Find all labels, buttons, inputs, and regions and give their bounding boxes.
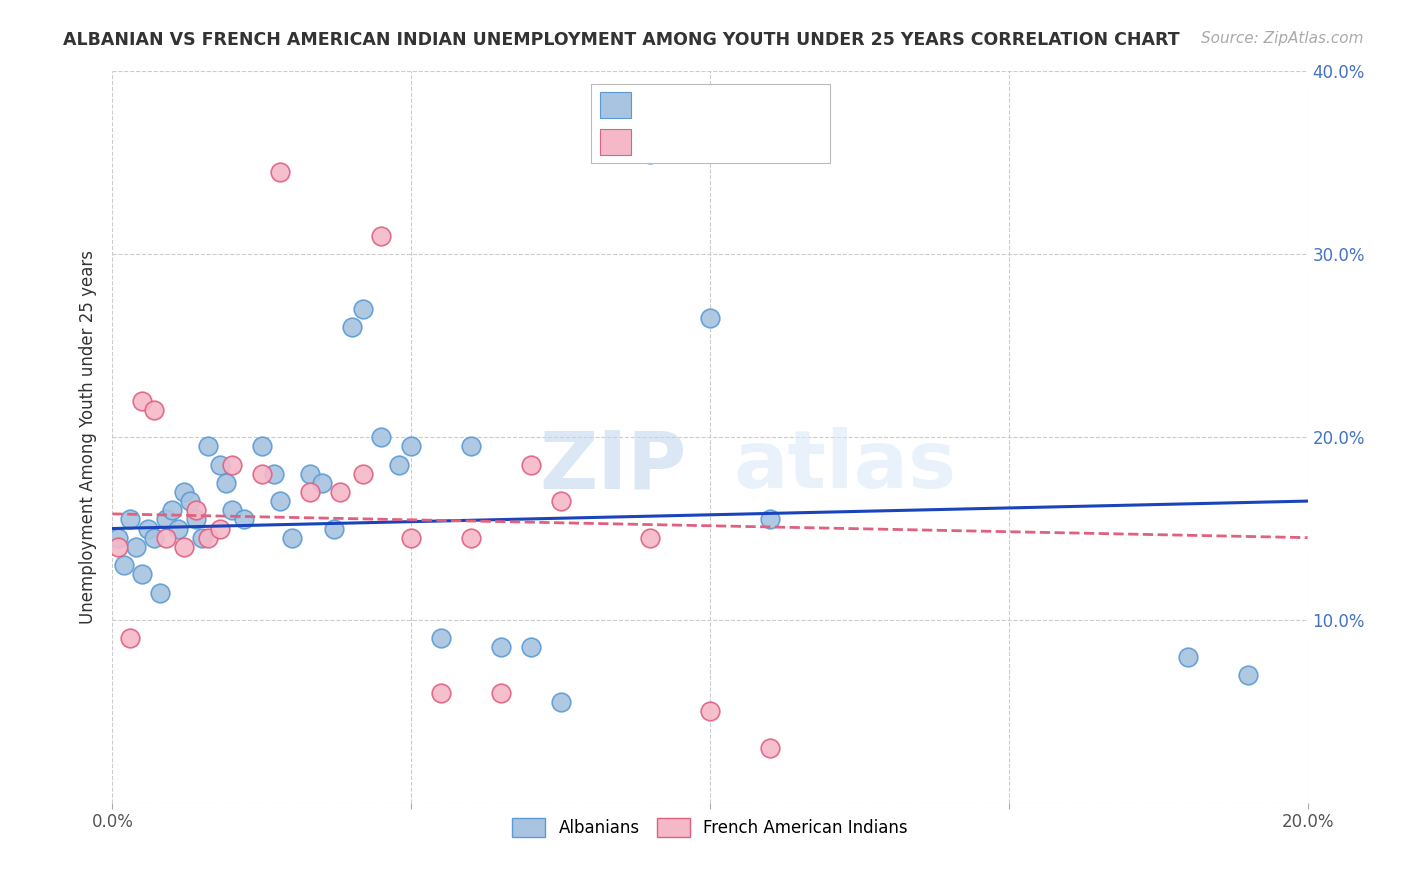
Point <box>460 531 482 545</box>
Point <box>430 632 453 646</box>
Point <box>520 640 543 655</box>
Point <box>340 320 363 334</box>
Point <box>209 521 232 535</box>
Point <box>550 695 572 709</box>
Point <box>197 531 219 545</box>
Point <box>149 585 172 599</box>
Point <box>298 485 321 500</box>
Point <box>209 458 232 472</box>
Point <box>120 512 142 526</box>
Legend: Albanians, French American Indians: Albanians, French American Indians <box>503 810 917 846</box>
Point <box>131 567 153 582</box>
Point <box>186 503 208 517</box>
Point <box>197 439 219 453</box>
Point <box>250 439 273 453</box>
Point <box>370 430 392 444</box>
Point <box>550 494 572 508</box>
Point <box>759 740 782 755</box>
Text: ALBANIAN VS FRENCH AMERICAN INDIAN UNEMPLOYMENT AMONG YOUTH UNDER 25 YEARS CORRE: ALBANIAN VS FRENCH AMERICAN INDIAN UNEMP… <box>63 31 1180 49</box>
Point <box>186 512 208 526</box>
Point <box>269 494 291 508</box>
Point <box>460 439 482 453</box>
Point <box>138 521 160 535</box>
Point <box>1237 667 1260 681</box>
Point <box>221 458 243 472</box>
Point <box>191 531 214 545</box>
Point <box>107 531 129 545</box>
Point <box>401 531 423 545</box>
Point <box>353 301 375 317</box>
Point <box>250 467 273 481</box>
Point <box>370 229 392 244</box>
Point <box>353 467 375 481</box>
Text: Source: ZipAtlas.com: Source: ZipAtlas.com <box>1201 31 1364 46</box>
Point <box>640 146 662 161</box>
Point <box>215 475 238 490</box>
Point <box>143 531 166 545</box>
Point <box>167 521 190 535</box>
Point <box>520 458 543 472</box>
Point <box>489 640 512 655</box>
Point <box>1177 649 1199 664</box>
Point <box>329 485 352 500</box>
Point <box>162 503 183 517</box>
Point <box>640 531 662 545</box>
Point <box>699 705 721 719</box>
Point <box>173 540 195 554</box>
Point <box>179 494 201 508</box>
Point <box>221 503 243 517</box>
Text: ZIP: ZIP <box>538 427 686 506</box>
Y-axis label: Unemployment Among Youth under 25 years: Unemployment Among Youth under 25 years <box>79 250 97 624</box>
Point <box>120 632 142 646</box>
Point <box>143 402 166 417</box>
Point <box>699 311 721 326</box>
Point <box>125 540 148 554</box>
Point <box>489 686 512 700</box>
Point <box>430 686 453 700</box>
Point <box>388 458 411 472</box>
Point <box>155 531 177 545</box>
Point <box>269 165 291 179</box>
Point <box>298 467 321 481</box>
Point <box>173 485 195 500</box>
Point <box>131 393 153 408</box>
Point <box>759 512 782 526</box>
Point <box>107 540 129 554</box>
Point <box>155 512 177 526</box>
Point <box>401 439 423 453</box>
Point <box>322 521 344 535</box>
Point <box>233 512 256 526</box>
Text: atlas: atlas <box>734 427 957 506</box>
Point <box>114 558 135 573</box>
Point <box>281 531 304 545</box>
Point <box>311 475 333 490</box>
Point <box>263 467 285 481</box>
